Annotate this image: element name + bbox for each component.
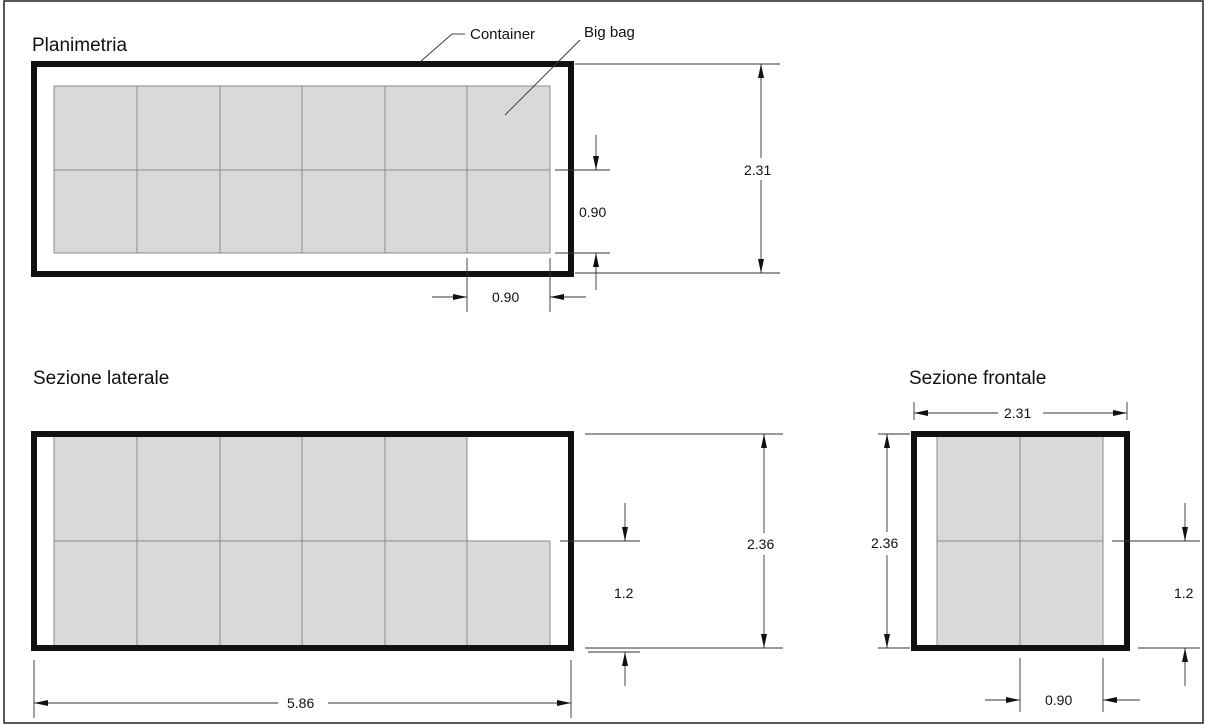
arrowhead: [1182, 527, 1188, 541]
plan-bag: [53, 169, 138, 254]
front-bag: [1019, 540, 1104, 649]
arrowhead: [914, 410, 928, 416]
side-bag-height-label: 1.2: [614, 585, 634, 601]
plan-bag: [384, 169, 468, 254]
arrowhead: [550, 294, 564, 300]
plan-bag-width-v-label: 0.90: [579, 204, 606, 220]
side-bag: [384, 433, 468, 542]
side-bag: [136, 433, 221, 542]
front-section-view: 2.31 2.36 1.2 0.90: [871, 402, 1200, 712]
plan-height-label: 2.31: [744, 162, 771, 178]
plan-bag: [136, 169, 221, 254]
plan-bag: [301, 85, 386, 171]
side-height-label: 2.36: [747, 536, 774, 552]
front-bag-width-label: 0.90: [1045, 692, 1072, 708]
side-section-title: Sezione laterale: [33, 368, 169, 389]
arrowhead: [453, 294, 467, 300]
side-bags: [53, 433, 551, 649]
arrowhead: [34, 700, 48, 706]
container-leader: [419, 33, 453, 63]
plan-bag-width-h-label: 0.90: [492, 289, 519, 305]
arrowhead: [622, 527, 628, 541]
plan-bag: [301, 169, 386, 254]
side-bag: [384, 540, 468, 649]
side-section-view: 2.36 1.2 5.86: [31, 431, 783, 718]
front-bag: [936, 433, 1021, 542]
arrowhead: [761, 634, 767, 648]
front-width-label: 2.31: [1004, 405, 1031, 421]
arrowhead: [622, 652, 628, 666]
side-bag: [301, 433, 386, 542]
front-bag: [1019, 433, 1104, 542]
plan-bag: [53, 85, 138, 171]
arrowhead: [761, 434, 767, 448]
arrowhead: [758, 64, 764, 78]
front-height-label: 2.36: [871, 535, 898, 551]
arrowhead: [884, 434, 890, 448]
side-bag: [301, 540, 386, 649]
plan-bags: [53, 85, 551, 254]
container-callout: Container: [470, 26, 535, 43]
plan-bag: [466, 85, 551, 171]
plan-bag: [219, 169, 303, 254]
big-bag-callout: Big bag: [584, 24, 635, 41]
arrowhead: [758, 259, 764, 273]
plan-view: Container Big bag 2.31 0.90 0.90: [31, 24, 780, 312]
arrowhead: [1103, 697, 1117, 703]
side-bag: [219, 540, 303, 649]
front-bag: [936, 540, 1021, 649]
side-bag: [53, 540, 138, 649]
plan-container: [31, 61, 574, 277]
arrowhead: [557, 700, 571, 706]
front-bag-height-label: 1.2: [1174, 585, 1194, 601]
arrowhead: [1006, 697, 1020, 703]
plan-bag: [466, 169, 551, 254]
drawing-frame: [3, 0, 1204, 724]
arrowhead: [1113, 410, 1127, 416]
front-section-title: Sezione frontale: [909, 368, 1046, 389]
side-bag: [219, 433, 303, 542]
plan-title: Planimetria: [32, 35, 127, 56]
front-bags: [936, 433, 1104, 649]
side-bag: [466, 540, 551, 649]
arrowhead: [593, 156, 599, 170]
side-bag: [136, 540, 221, 649]
side-length-label: 5.86: [287, 695, 314, 711]
side-bag: [53, 433, 138, 542]
plan-bag: [136, 85, 221, 171]
arrowhead: [884, 634, 890, 648]
plan-bag: [384, 85, 468, 171]
plan-bag: [219, 85, 303, 171]
arrowhead: [1182, 648, 1188, 662]
arrowhead: [593, 253, 599, 267]
big-bag-leader: [504, 39, 581, 116]
